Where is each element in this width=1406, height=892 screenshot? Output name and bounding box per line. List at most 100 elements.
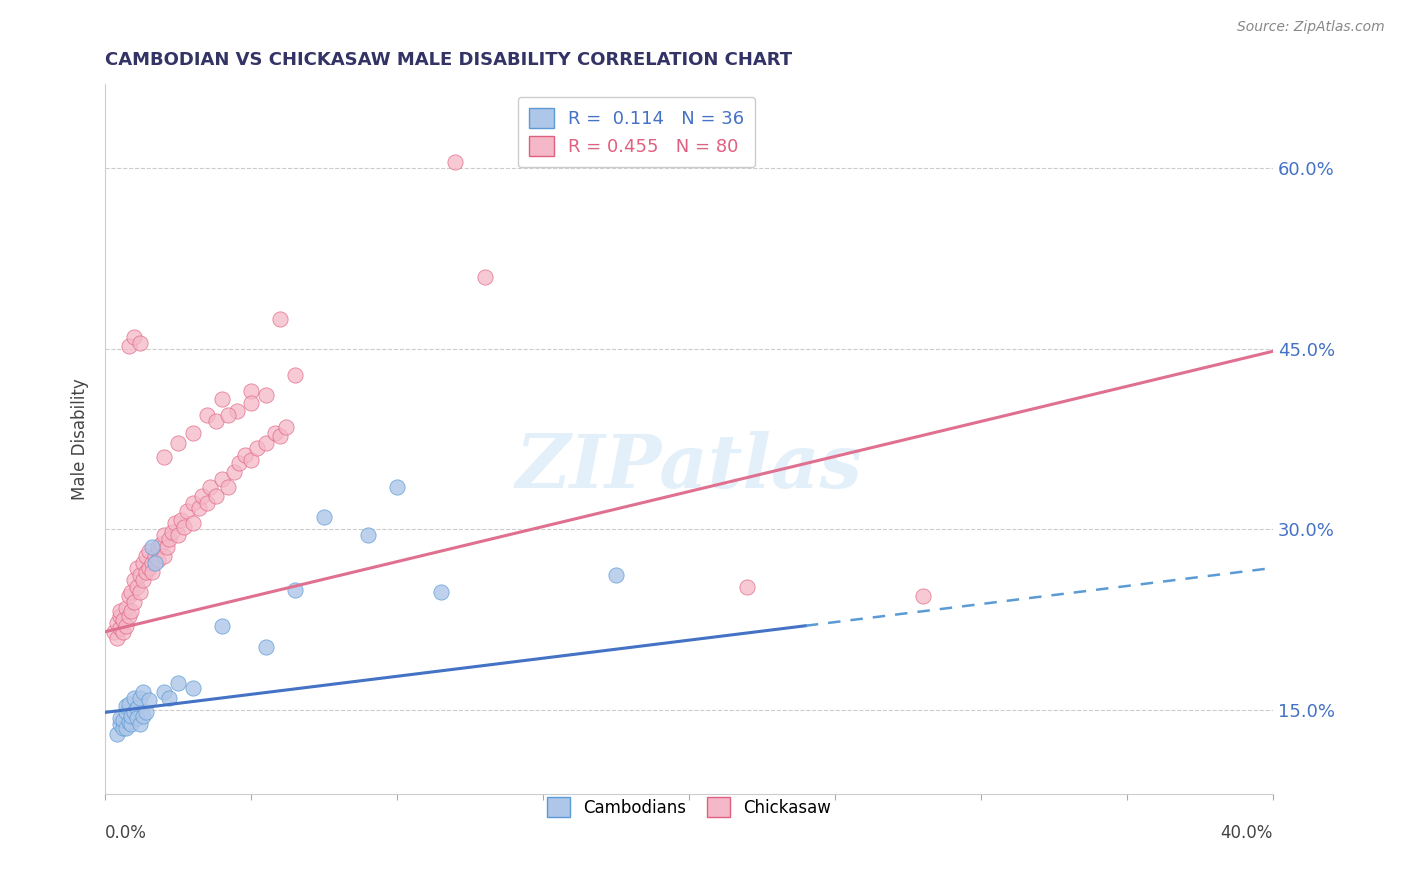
Point	[124, 594, 146, 608]
Point	[911, 589, 934, 603]
Point	[103, 624, 125, 639]
Point	[146, 541, 169, 555]
Point	[127, 711, 149, 725]
Point	[167, 435, 190, 450]
Point	[111, 721, 134, 735]
Point	[132, 556, 155, 570]
Point	[314, 510, 336, 524]
Point	[254, 435, 277, 450]
Point	[605, 568, 627, 582]
Point	[211, 618, 233, 632]
Point	[141, 565, 163, 579]
Point	[474, 269, 496, 284]
Point	[181, 426, 204, 441]
Point	[444, 155, 467, 169]
Point	[246, 441, 269, 455]
Point	[254, 640, 277, 655]
Point	[114, 600, 136, 615]
Point	[105, 727, 128, 741]
Point	[430, 585, 453, 599]
Point	[129, 690, 152, 705]
Point	[149, 537, 172, 551]
Point	[143, 549, 166, 563]
Point	[124, 706, 146, 720]
Point	[211, 392, 233, 407]
Point	[132, 573, 155, 587]
Point	[357, 528, 380, 542]
Point	[129, 717, 152, 731]
Legend: Cambodians, Chickasaw: Cambodians, Chickasaw	[538, 789, 839, 825]
Point	[121, 717, 143, 731]
Text: 0.0%: 0.0%	[105, 824, 148, 842]
Point	[141, 541, 163, 555]
Point	[141, 556, 163, 570]
Point	[217, 480, 239, 494]
Point	[152, 549, 174, 563]
Point	[114, 706, 136, 720]
Point	[108, 609, 131, 624]
Point	[127, 700, 149, 714]
Point	[240, 396, 263, 410]
Point	[167, 676, 190, 690]
Point	[195, 496, 218, 510]
Point	[143, 556, 166, 570]
Point	[108, 604, 131, 618]
Point	[124, 330, 146, 344]
Point	[165, 516, 187, 531]
Point	[138, 561, 160, 575]
Point	[228, 456, 250, 470]
Point	[127, 561, 149, 575]
Point	[159, 690, 181, 705]
Point	[162, 524, 184, 539]
Point	[173, 520, 195, 534]
Point	[121, 585, 143, 599]
Point	[269, 311, 291, 326]
Point	[114, 721, 136, 735]
Point	[155, 541, 177, 555]
Point	[135, 706, 157, 720]
Point	[108, 621, 131, 635]
Point	[138, 693, 160, 707]
Point	[152, 685, 174, 699]
Point	[240, 384, 263, 398]
Point	[132, 709, 155, 723]
Point	[181, 496, 204, 510]
Point	[121, 604, 143, 618]
Point	[121, 709, 143, 723]
Point	[170, 513, 193, 527]
Point	[117, 697, 139, 711]
Point	[135, 565, 157, 579]
Point	[152, 528, 174, 542]
Point	[225, 404, 247, 418]
Point	[211, 472, 233, 486]
Point	[114, 618, 136, 632]
Point	[737, 580, 759, 594]
Point	[124, 690, 146, 705]
Point	[105, 616, 128, 631]
Point	[167, 528, 190, 542]
Point	[111, 624, 134, 639]
Y-axis label: Male Disability: Male Disability	[72, 378, 89, 500]
Point	[205, 414, 228, 428]
Point	[176, 504, 198, 518]
Point	[117, 589, 139, 603]
Point	[181, 681, 204, 696]
Point	[105, 631, 128, 645]
Point	[240, 452, 263, 467]
Point	[205, 489, 228, 503]
Point	[114, 699, 136, 714]
Point	[127, 580, 149, 594]
Point	[222, 465, 245, 479]
Point	[159, 532, 181, 546]
Point	[276, 420, 298, 434]
Point	[152, 450, 174, 465]
Point	[269, 428, 291, 442]
Point	[129, 335, 152, 350]
Point	[111, 713, 134, 727]
Text: Source: ZipAtlas.com: Source: ZipAtlas.com	[1237, 20, 1385, 34]
Point	[181, 516, 204, 531]
Point	[195, 408, 218, 422]
Point	[108, 711, 131, 725]
Text: ZIPatlas: ZIPatlas	[516, 432, 862, 504]
Point	[117, 339, 139, 353]
